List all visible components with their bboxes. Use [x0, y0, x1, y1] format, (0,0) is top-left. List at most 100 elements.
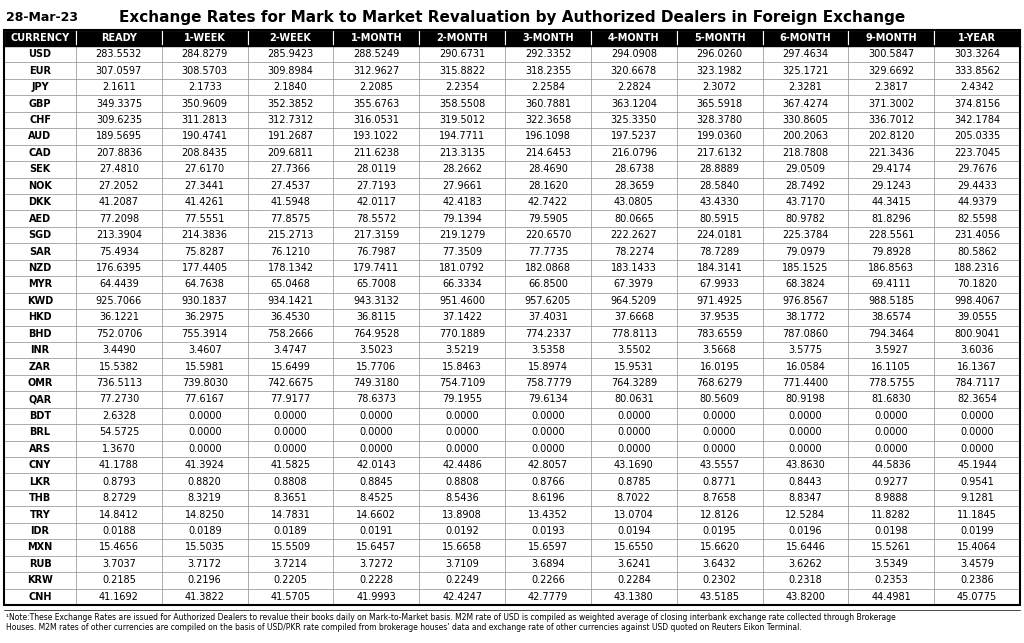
Bar [419, 358, 505, 375]
Bar [848, 556, 934, 572]
Bar [248, 243, 334, 260]
Bar [934, 177, 1020, 194]
Bar [763, 391, 848, 408]
Text: 3.5927: 3.5927 [874, 345, 908, 355]
Text: 0.0000: 0.0000 [788, 444, 822, 454]
Bar [848, 62, 934, 79]
Text: 78.5572: 78.5572 [356, 213, 396, 224]
Bar [76, 457, 162, 473]
Text: 14.6602: 14.6602 [356, 509, 396, 520]
Bar [763, 62, 848, 79]
Bar [934, 276, 1020, 293]
Bar [505, 145, 591, 161]
Bar [76, 161, 162, 177]
Text: 41.2087: 41.2087 [99, 197, 139, 207]
Bar [677, 227, 763, 243]
Text: 0.0000: 0.0000 [445, 444, 479, 454]
Text: 16.0195: 16.0195 [699, 361, 739, 372]
Text: 183.1433: 183.1433 [611, 263, 656, 273]
Bar [248, 490, 334, 506]
Bar [4, 440, 76, 457]
Bar [763, 30, 848, 46]
Bar [505, 391, 591, 408]
Bar [162, 490, 248, 506]
Text: 290.6731: 290.6731 [439, 50, 485, 59]
Text: 13.4352: 13.4352 [528, 509, 568, 520]
Text: 0.0000: 0.0000 [531, 428, 565, 437]
Text: 77.2098: 77.2098 [99, 213, 139, 224]
Bar [162, 243, 248, 260]
Text: 11.8282: 11.8282 [871, 509, 911, 520]
Bar [4, 408, 76, 424]
Text: 42.7422: 42.7422 [528, 197, 568, 207]
Text: 0.0000: 0.0000 [531, 411, 565, 421]
Text: 1-YEAR: 1-YEAR [958, 33, 996, 43]
Text: 177.4405: 177.4405 [181, 263, 228, 273]
Bar [248, 62, 334, 79]
Text: 365.5918: 365.5918 [696, 98, 742, 109]
Bar [591, 523, 677, 539]
Bar [248, 440, 334, 457]
Bar [162, 539, 248, 556]
Bar [248, 424, 334, 440]
Bar [4, 194, 76, 210]
Text: 0.2302: 0.2302 [702, 575, 736, 585]
Text: 0.0000: 0.0000 [359, 444, 393, 454]
Bar [763, 210, 848, 227]
Bar [248, 293, 334, 309]
Bar [591, 309, 677, 325]
Bar [934, 243, 1020, 260]
Bar [505, 440, 591, 457]
Bar [76, 539, 162, 556]
Bar [505, 112, 591, 128]
Text: 2.2824: 2.2824 [616, 82, 651, 92]
Text: 0.0194: 0.0194 [617, 526, 650, 536]
Bar [934, 408, 1020, 424]
Bar [848, 309, 934, 325]
Bar [677, 112, 763, 128]
Text: 65.7008: 65.7008 [356, 280, 396, 289]
Bar [848, 391, 934, 408]
Text: 77.7735: 77.7735 [527, 246, 568, 257]
Bar [763, 79, 848, 95]
Bar [162, 260, 248, 276]
Text: 2-WEEK: 2-WEEK [269, 33, 311, 43]
Bar [334, 523, 419, 539]
Bar [248, 194, 334, 210]
Text: 43.4330: 43.4330 [699, 197, 739, 207]
Bar [591, 375, 677, 391]
Text: 4-MONTH: 4-MONTH [608, 33, 659, 43]
Bar [4, 177, 76, 194]
Bar [677, 62, 763, 79]
Bar [419, 145, 505, 161]
Text: 800.9041: 800.9041 [954, 329, 1000, 339]
Bar [162, 79, 248, 95]
Bar [76, 490, 162, 506]
Bar [505, 128, 591, 145]
Bar [248, 457, 334, 473]
Bar [162, 588, 248, 605]
Bar [419, 375, 505, 391]
Bar [419, 128, 505, 145]
Bar [591, 194, 677, 210]
Text: 28.6738: 28.6738 [613, 165, 653, 174]
Bar [162, 391, 248, 408]
Text: 325.1721: 325.1721 [782, 66, 828, 76]
Bar [848, 440, 934, 457]
Text: 0.2353: 0.2353 [874, 575, 908, 585]
Bar [591, 293, 677, 309]
Text: 360.7881: 360.7881 [525, 98, 571, 109]
Bar [334, 46, 419, 62]
Bar [334, 440, 419, 457]
Bar [848, 46, 934, 62]
Bar [763, 46, 848, 62]
Text: 43.5557: 43.5557 [699, 460, 739, 470]
Bar [934, 210, 1020, 227]
Text: JPY: JPY [31, 82, 49, 92]
Text: 82.5598: 82.5598 [957, 213, 997, 224]
Text: 28.0119: 28.0119 [356, 165, 396, 174]
Bar [4, 128, 76, 145]
Bar [505, 260, 591, 276]
Text: 1.3670: 1.3670 [102, 444, 136, 454]
Bar [4, 79, 76, 95]
